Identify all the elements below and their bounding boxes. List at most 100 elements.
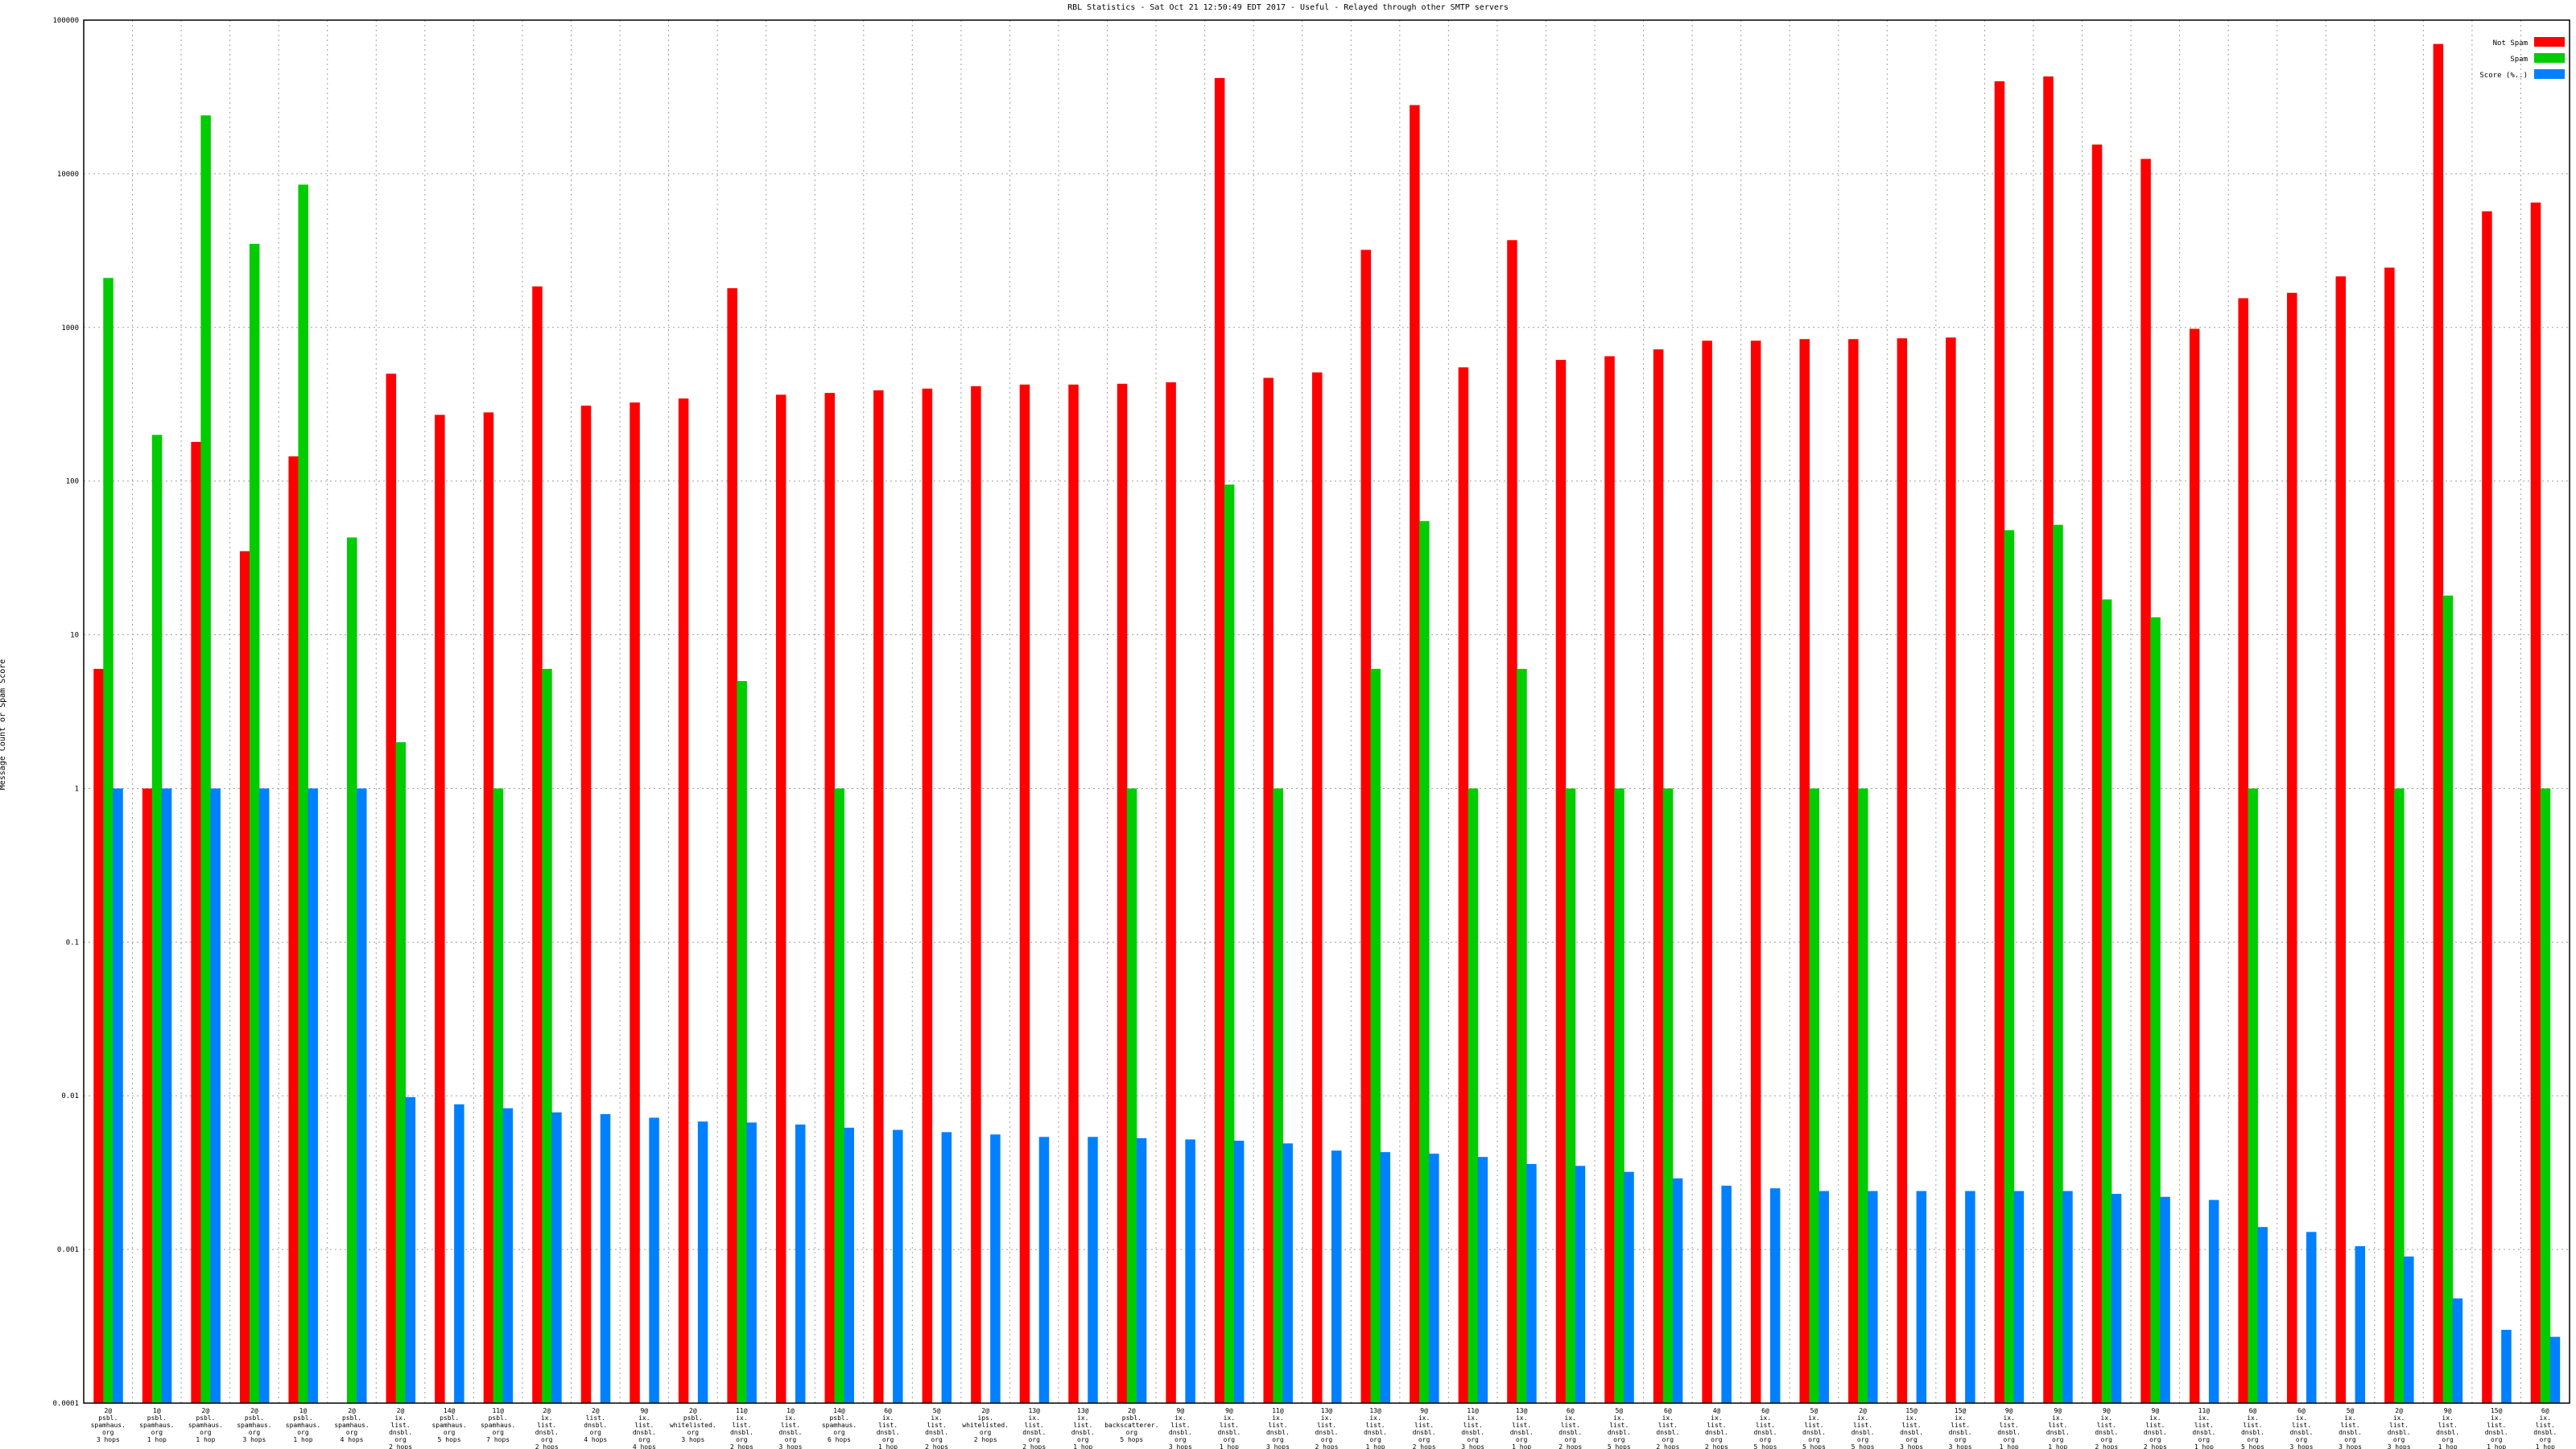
bar-not-spam [2433,43,2444,1403]
bar-spam [1565,788,1576,1403]
bar-not-spam [1312,372,1323,1404]
x-tick-label: 6@ ix. list. dnsbl. org 5 hops [1753,1407,1777,1449]
y-tick-label: 100 [66,478,79,486]
bar-score [2549,1336,2561,1403]
bar-score [1868,1191,1878,1403]
bar-not-spam [727,288,737,1404]
bar-not-spam [2238,298,2248,1403]
x-tick-label: 2@ ix. list. dnsbl. org 5 hops [1852,1407,1875,1449]
bar-score [1624,1171,1634,1403]
bar-score [941,1132,952,1403]
x-tick-label: 1@ psbl. spamhaus. org 1 hop [286,1407,320,1443]
bar-not-spam [2286,292,2297,1403]
bar-score [795,1124,806,1403]
bar-not-spam [2335,276,2347,1403]
bar-not-spam [2384,267,2395,1404]
bar-spam [200,115,211,1403]
bar-spam [151,435,163,1403]
bar-spam [1126,788,1137,1403]
bar-spam [1809,788,1819,1403]
bar-not-spam [1507,240,1517,1403]
bar-spam [347,537,357,1403]
x-tick-label: 2@ psbl. whitelisted. org 3 hops [670,1407,716,1443]
bar-spam [395,741,407,1403]
bar-not-spam [971,386,981,1404]
x-tick-label: 6@ ix. list. dnsbl. org 2 hops [1656,1407,1679,1449]
bar-spam [1224,484,1235,1404]
legend-swatch [2534,53,2565,63]
bar-score [1038,1137,1050,1403]
bar-not-spam [191,441,201,1403]
bar-score [161,788,172,1403]
legend-label: Score (%..) [2479,72,2528,80]
x-tick-label: 9@ ix. list. dnsbl. org 3 hops [1169,1407,1192,1449]
x-tick-label: 2@ list. dnsbl. org 4 hops [584,1407,607,1443]
x-tick-label: 9@ ix. list. dnsbl. org 1 hop [1217,1407,1241,1449]
x-tick-label: 2@ psbl. spamhaus. org 3 hops [237,1407,271,1443]
bar-spam [298,184,308,1403]
bar-score [600,1113,611,1403]
bar-not-spam [824,393,836,1404]
bar-spam [1370,668,1381,1403]
bar-score [1916,1191,1927,1403]
x-tick-label: 6@ ix. list. dnsbl. org 3 hops [2290,1407,2314,1449]
bar-not-spam [1214,77,1225,1404]
y-tick-label: 0.01 [61,1092,79,1100]
x-tick-label: 2@ ix. list. dnsbl. org 2 hops [389,1407,412,1449]
bar-score [2404,1256,2414,1403]
x-tick-label: 2@ psbl. spamhaus. org 4 hops [334,1407,369,1443]
bar-spam [1614,788,1624,1403]
bar-score [1136,1137,1147,1403]
x-tick-label: 11@ psbl. spamhaus. org 7 hops [481,1407,515,1443]
bar-score [746,1122,757,1403]
bar-spam [2150,617,2161,1403]
y-tick-label: 0.1 [66,939,79,947]
bar-not-spam [1653,349,1664,1403]
bar-spam [2540,788,2551,1403]
bar-score [2208,1199,2219,1403]
bar-score [697,1121,708,1403]
bar-score [1575,1166,1586,1403]
bar-score [308,788,318,1403]
bar-not-spam [2482,211,2492,1404]
x-tick-label: 6@ ix. list. dnsbl. org 2 hops [1558,1407,1582,1449]
x-tick-label: 9@ ix. list. dnsbl. org 2 hops [2144,1407,2167,1449]
bar-score [210,788,221,1403]
bar-not-spam [1410,105,1420,1404]
bar-not-spam [1946,337,1956,1404]
bar-score [1185,1139,1195,1403]
y-tick-label: 1 [75,785,79,793]
bar-not-spam [873,390,884,1403]
bar-not-spam [775,394,786,1404]
bar-score [893,1129,903,1403]
x-tick-label: 13@ ix. list. dnsbl. org 1 hop [1364,1407,1387,1449]
bar-not-spam [1458,367,1469,1404]
x-tick-label: 13@ ix. list. dnsbl. org 2 hops [1315,1407,1339,1449]
y-tick-label: 10 [70,632,79,640]
bar-not-spam [483,412,494,1404]
bar-score [1526,1163,1537,1403]
legend-swatch [2534,37,2565,47]
x-tick-label: 15@ ix. list. dnsbl. org 1 hop [2485,1407,2508,1449]
bar-score [551,1112,562,1403]
x-tick-label: 9@ ix. list. dnsbl. org 4 hops [633,1407,656,1449]
bar-score [2013,1191,2025,1403]
bar-score [1769,1188,1781,1403]
x-tick-label: 2@ psbl. backscatterer. org 5 hops [1104,1407,1158,1443]
x-tick-label: 5@ ix. list. dnsbl. org 5 hops [1802,1407,1826,1449]
bar-score [454,1104,464,1403]
bar-score [1331,1150,1342,1403]
bar-not-spam [678,398,689,1404]
bar-not-spam [288,456,299,1403]
x-tick-label: 9@ ix. list. dnsbl. org 1 hop [2436,1407,2459,1449]
x-tick-label: 9@ ix. list. dnsbl. org 2 hops [1413,1407,1436,1449]
bar-not-spam [630,402,640,1403]
x-tick-label: 2@ ix. list. dnsbl. org 2 hops [535,1407,559,1449]
bar-score [1721,1185,1732,1403]
x-tick-label: 9@ ix. list. dnsbl. org 2 hops [2095,1407,2118,1449]
bar-spam [1419,521,1430,1403]
bar-not-spam [2140,159,2151,1403]
x-tick-label: 4@ ix. list. dnsbl. org 2 hops [1705,1407,1728,1449]
bar-not-spam [1019,384,1030,1403]
bar-score [357,788,367,1403]
